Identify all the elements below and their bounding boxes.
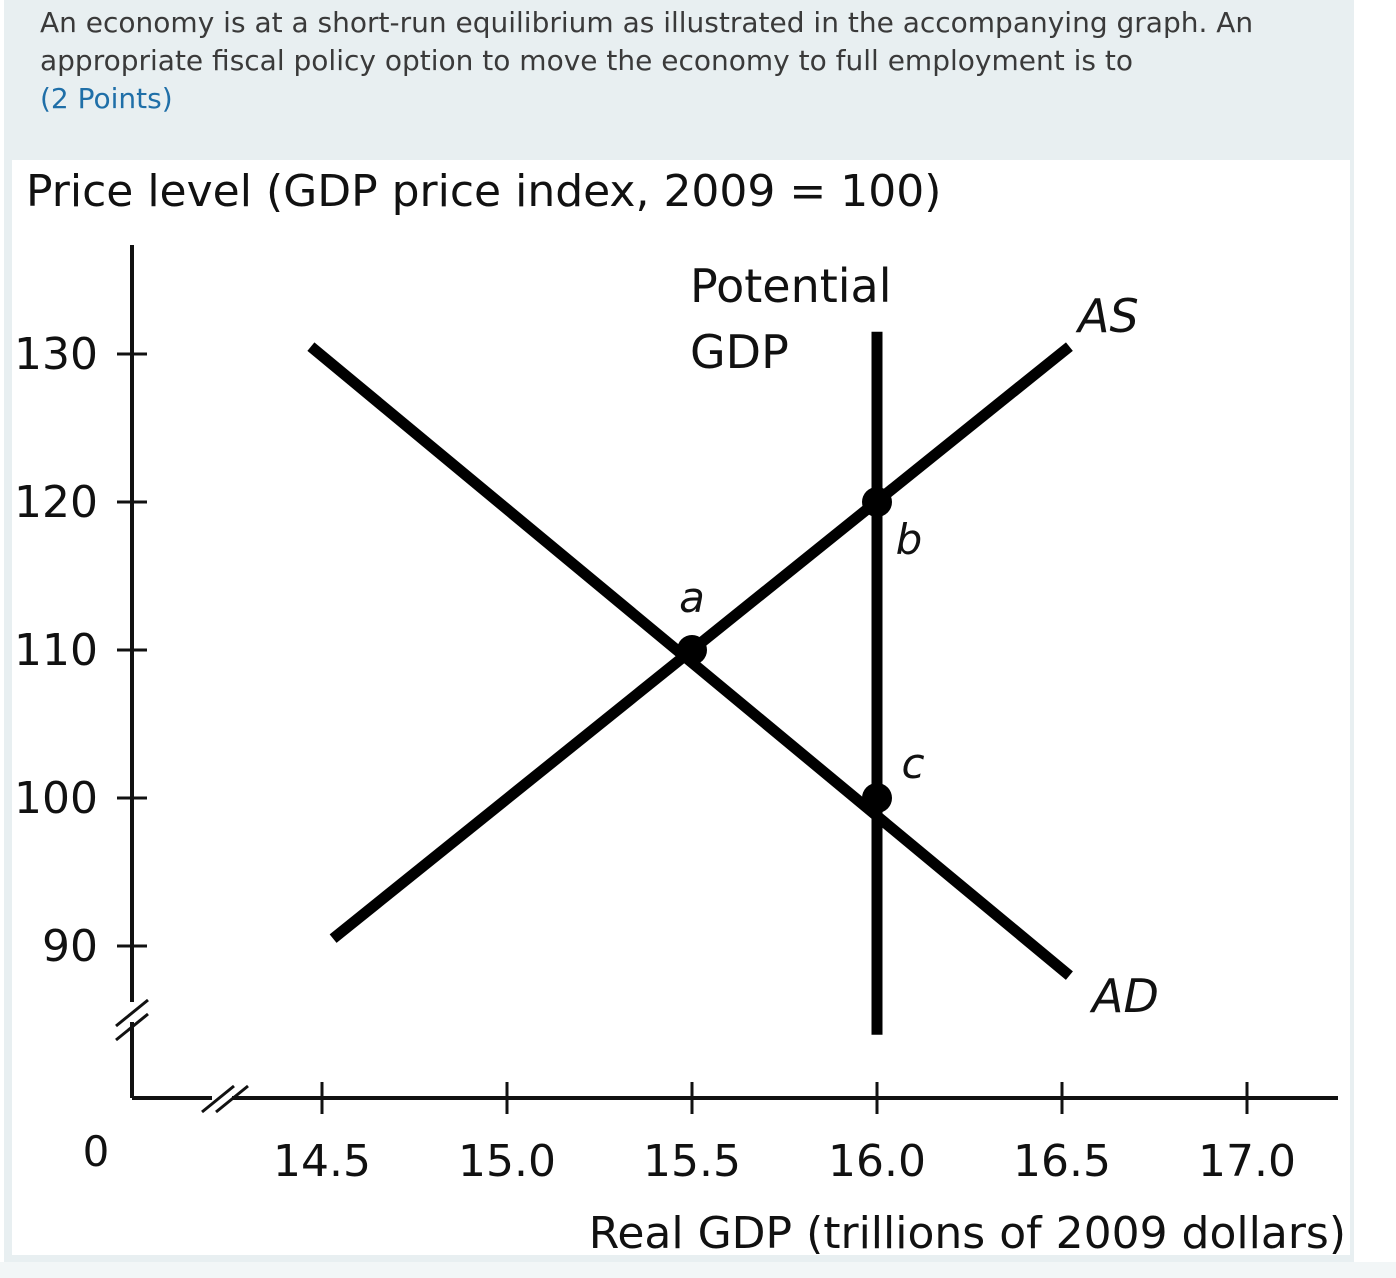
y-axis-break-mark xyxy=(115,998,149,1028)
point-c-label: c xyxy=(901,739,924,788)
point-c-marker xyxy=(862,783,892,813)
y-tick-label: 120 xyxy=(14,477,98,528)
chart-svg: Price level (GDP price index, 2009 = 100… xyxy=(14,166,1346,1255)
annotation-ad: AD xyxy=(1089,969,1159,1023)
x-axis-title: Real GDP (trillions of 2009 dollars) xyxy=(589,1208,1346,1255)
x-tick-label: 16.0 xyxy=(828,1136,926,1187)
annotation-gdp: GDP xyxy=(690,325,789,379)
axes-layer xyxy=(115,245,1338,1114)
chart-image: Price level (GDP price index, 2009 = 100… xyxy=(12,160,1350,1255)
bottom-strip xyxy=(0,1262,1396,1278)
points-label: (2 Points) xyxy=(40,82,173,115)
y-tick-label: 90 xyxy=(42,921,98,972)
x-tick-label: 15.5 xyxy=(643,1136,741,1187)
x-axis-break-mark xyxy=(201,1084,235,1114)
y-tick-label: 100 xyxy=(14,773,98,824)
point-a-marker xyxy=(677,635,707,665)
question-line-1: An economy is at a short-run equilibrium… xyxy=(40,6,1254,39)
annotation-as: AS xyxy=(1075,289,1139,343)
point-a-label: a xyxy=(679,573,705,622)
x-tick-label: 14.5 xyxy=(273,1136,371,1187)
question-text: An economy is at a short-run equilibrium… xyxy=(40,4,1300,118)
y-tick-label: 110 xyxy=(14,625,98,676)
point-b-label: b xyxy=(896,515,923,564)
series-layer xyxy=(307,331,1073,1035)
question-line-2: appropriate fiscal policy option to move… xyxy=(40,44,1133,77)
x-tick-label: 15.0 xyxy=(458,1136,556,1187)
x-origin-label: 0 xyxy=(83,1127,110,1176)
point-b-marker xyxy=(862,487,892,517)
labels-layer: 0 90 100 110 120 130 14.5 15.0 15.5 16.0 16.5 17.0 a… xyxy=(14,259,1296,1187)
points-layer xyxy=(677,487,892,813)
annotation-potential: Potential xyxy=(690,259,892,313)
x-tick-label: 16.5 xyxy=(1013,1136,1111,1187)
x-tick-label: 17.0 xyxy=(1198,1136,1296,1187)
y-tick-label: 130 xyxy=(14,329,98,380)
y-axis-title: Price level (GDP price index, 2009 = 100… xyxy=(26,166,941,217)
question-panel: An economy is at a short-run equilibrium… xyxy=(4,0,1354,1262)
